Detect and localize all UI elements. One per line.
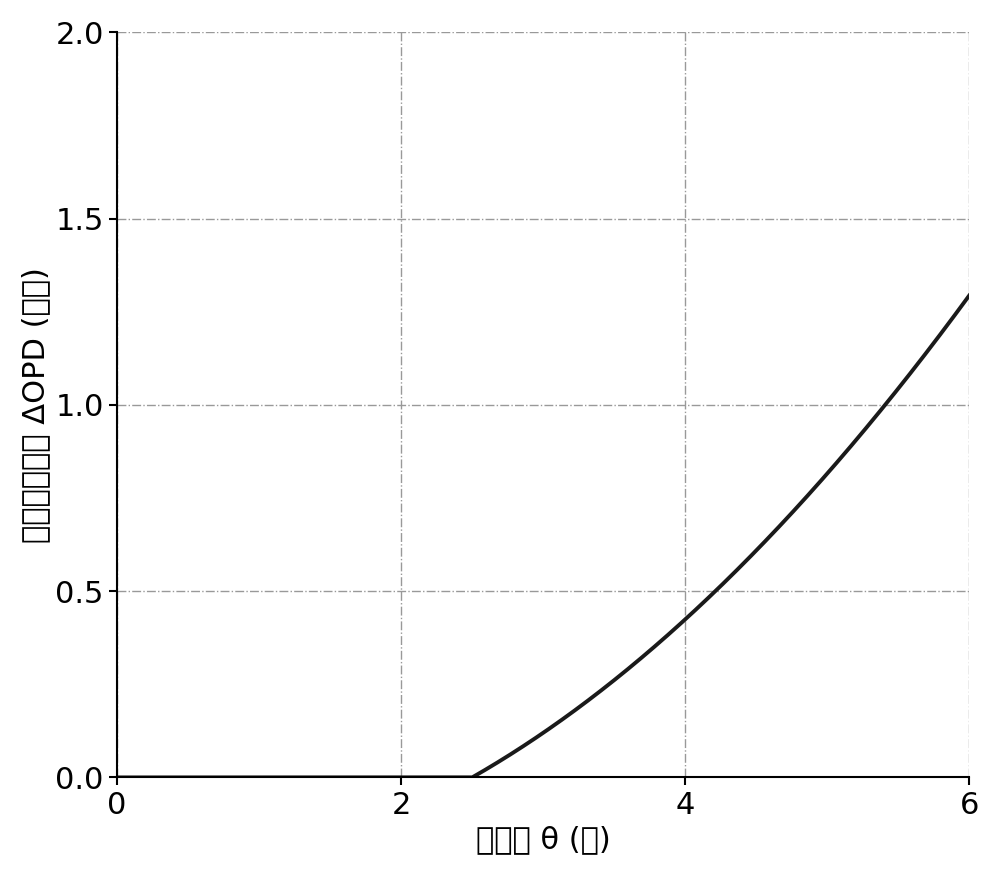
Y-axis label: 光程差变化量 ΔOPD (波长): 光程差变化量 ΔOPD (波长)	[21, 267, 50, 542]
X-axis label: 入射角 θ (度): 入射角 θ (度)	[476, 825, 611, 854]
